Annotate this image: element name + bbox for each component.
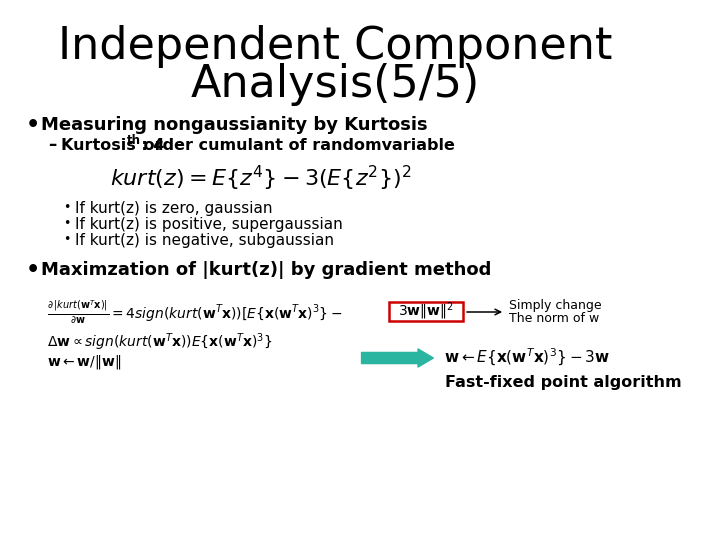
- Text: $\Delta\mathbf{w} \propto sign(kurt(\mathbf{w}^T\mathbf{x}))E\{\mathbf{x}(\mathb: $\Delta\mathbf{w} \propto sign(kurt(\mat…: [47, 331, 272, 353]
- Text: Measuring nongaussianity by Kurtosis: Measuring nongaussianity by Kurtosis: [41, 116, 428, 134]
- Text: Analysis(5/5): Analysis(5/5): [191, 64, 480, 106]
- Text: –: –: [48, 136, 57, 154]
- Text: Independent Component: Independent Component: [58, 25, 613, 69]
- Text: If kurt(z) is negative, subgaussian: If kurt(z) is negative, subgaussian: [75, 233, 333, 247]
- Text: If kurt(z) is zero, gaussian: If kurt(z) is zero, gaussian: [75, 200, 272, 215]
- Text: The norm of w: The norm of w: [509, 312, 599, 325]
- Text: Kurtosis : 4: Kurtosis : 4: [60, 138, 164, 152]
- Text: •: •: [26, 115, 40, 135]
- Text: $\frac{\partial\,|kurt(\mathbf{w}^T\mathbf{x})|}{\partial\mathbf{w}} = 4sign(kur: $\frac{\partial\,|kurt(\mathbf{w}^T\math…: [47, 299, 342, 326]
- Text: •: •: [26, 260, 40, 280]
- Text: Simply change: Simply change: [509, 300, 601, 313]
- Text: order cumulant of randomvariable: order cumulant of randomvariable: [138, 138, 455, 152]
- Text: Fast-fixed point algorithm: Fast-fixed point algorithm: [446, 375, 682, 389]
- Text: th: th: [127, 133, 140, 146]
- Text: $kurt(z) = E\{z^4\} - 3(E\{z^2\})^2$: $kurt(z) = E\{z^4\} - 3(E\{z^2\})^2$: [110, 164, 412, 193]
- Text: Maximzation of |kurt(z)| by gradient method: Maximzation of |kurt(z)| by gradient met…: [41, 261, 491, 279]
- Text: If kurt(z) is positive, supergaussian: If kurt(z) is positive, supergaussian: [75, 217, 342, 232]
- Text: $\mathbf{w} \leftarrow E\{\mathbf{x}(\mathbf{w}^T\mathbf{x})^3\} - 3\mathbf{w}$: $\mathbf{w} \leftarrow E\{\mathbf{x}(\ma…: [444, 347, 610, 368]
- Text: $\mathbf{w} \leftarrow \mathbf{w}/\|\mathbf{w}\|$: $\mathbf{w} \leftarrow \mathbf{w}/\|\mat…: [47, 353, 121, 371]
- Text: •: •: [63, 218, 71, 231]
- Text: •: •: [63, 201, 71, 214]
- Text: •: •: [63, 233, 71, 246]
- Text: $3\mathbf{w}\|\mathbf{w}\|^2$: $3\mathbf{w}\|\mathbf{w}\|^2$: [398, 301, 454, 322]
- FancyArrowPatch shape: [361, 349, 433, 367]
